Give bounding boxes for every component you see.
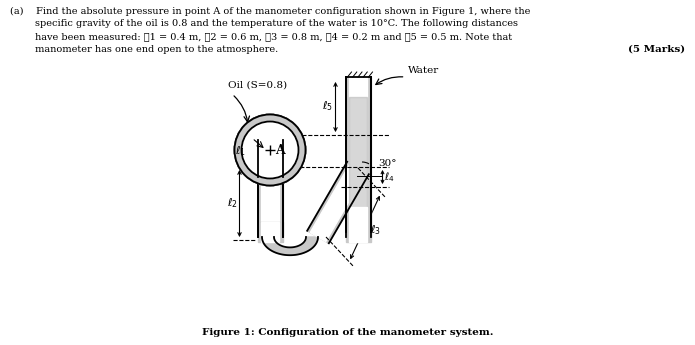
Text: $\ell_5$: $\ell_5$ [322, 99, 334, 113]
Circle shape [234, 115, 306, 186]
Polygon shape [345, 207, 370, 242]
Text: Oil (S=0.8): Oil (S=0.8) [228, 81, 287, 90]
Text: (a)    Find the absolute pressure in point A of the manometer configuration show: (a) Find the absolute pressure in point … [10, 7, 530, 16]
Text: manometer has one end open to the atmosphere.: manometer has one end open to the atmosp… [10, 45, 278, 53]
Polygon shape [349, 207, 367, 242]
Polygon shape [349, 97, 367, 237]
Polygon shape [258, 140, 282, 178]
Polygon shape [261, 140, 279, 178]
Text: $\ell_4$: $\ell_4$ [384, 170, 395, 184]
Polygon shape [261, 140, 279, 237]
Circle shape [241, 121, 298, 178]
Polygon shape [345, 77, 370, 237]
Text: specific gravity of the oil is 0.8 and the temperature of the water is 10°C. The: specific gravity of the oil is 0.8 and t… [10, 20, 518, 29]
Polygon shape [258, 222, 282, 242]
Text: have been measured: ℓ1 = 0.4 m, ℓ2 = 0.6 m, ℓ3 = 0.8 m, ℓ4 = 0.2 m and ℓ5 = 0.5 : have been measured: ℓ1 = 0.4 m, ℓ2 = 0.6… [10, 32, 512, 41]
Text: $\ell_1$: $\ell_1$ [234, 144, 245, 158]
Polygon shape [262, 237, 318, 255]
Text: $\ell_2$: $\ell_2$ [227, 197, 238, 210]
Polygon shape [310, 164, 366, 242]
Text: 30°: 30° [378, 159, 397, 168]
Polygon shape [261, 222, 279, 242]
Polygon shape [307, 162, 369, 243]
Polygon shape [258, 140, 282, 237]
Text: Water: Water [407, 66, 439, 75]
Text: $\ell_3$: $\ell_3$ [370, 224, 381, 237]
Polygon shape [349, 77, 367, 237]
Text: Figure 1: Configuration of the manometer system.: Figure 1: Configuration of the manometer… [202, 328, 493, 337]
Circle shape [234, 115, 306, 186]
Polygon shape [274, 237, 306, 247]
Circle shape [241, 121, 298, 178]
Polygon shape [261, 140, 279, 184]
Text: A: A [275, 144, 285, 157]
Text: (5 Marks): (5 Marks) [628, 45, 685, 53]
